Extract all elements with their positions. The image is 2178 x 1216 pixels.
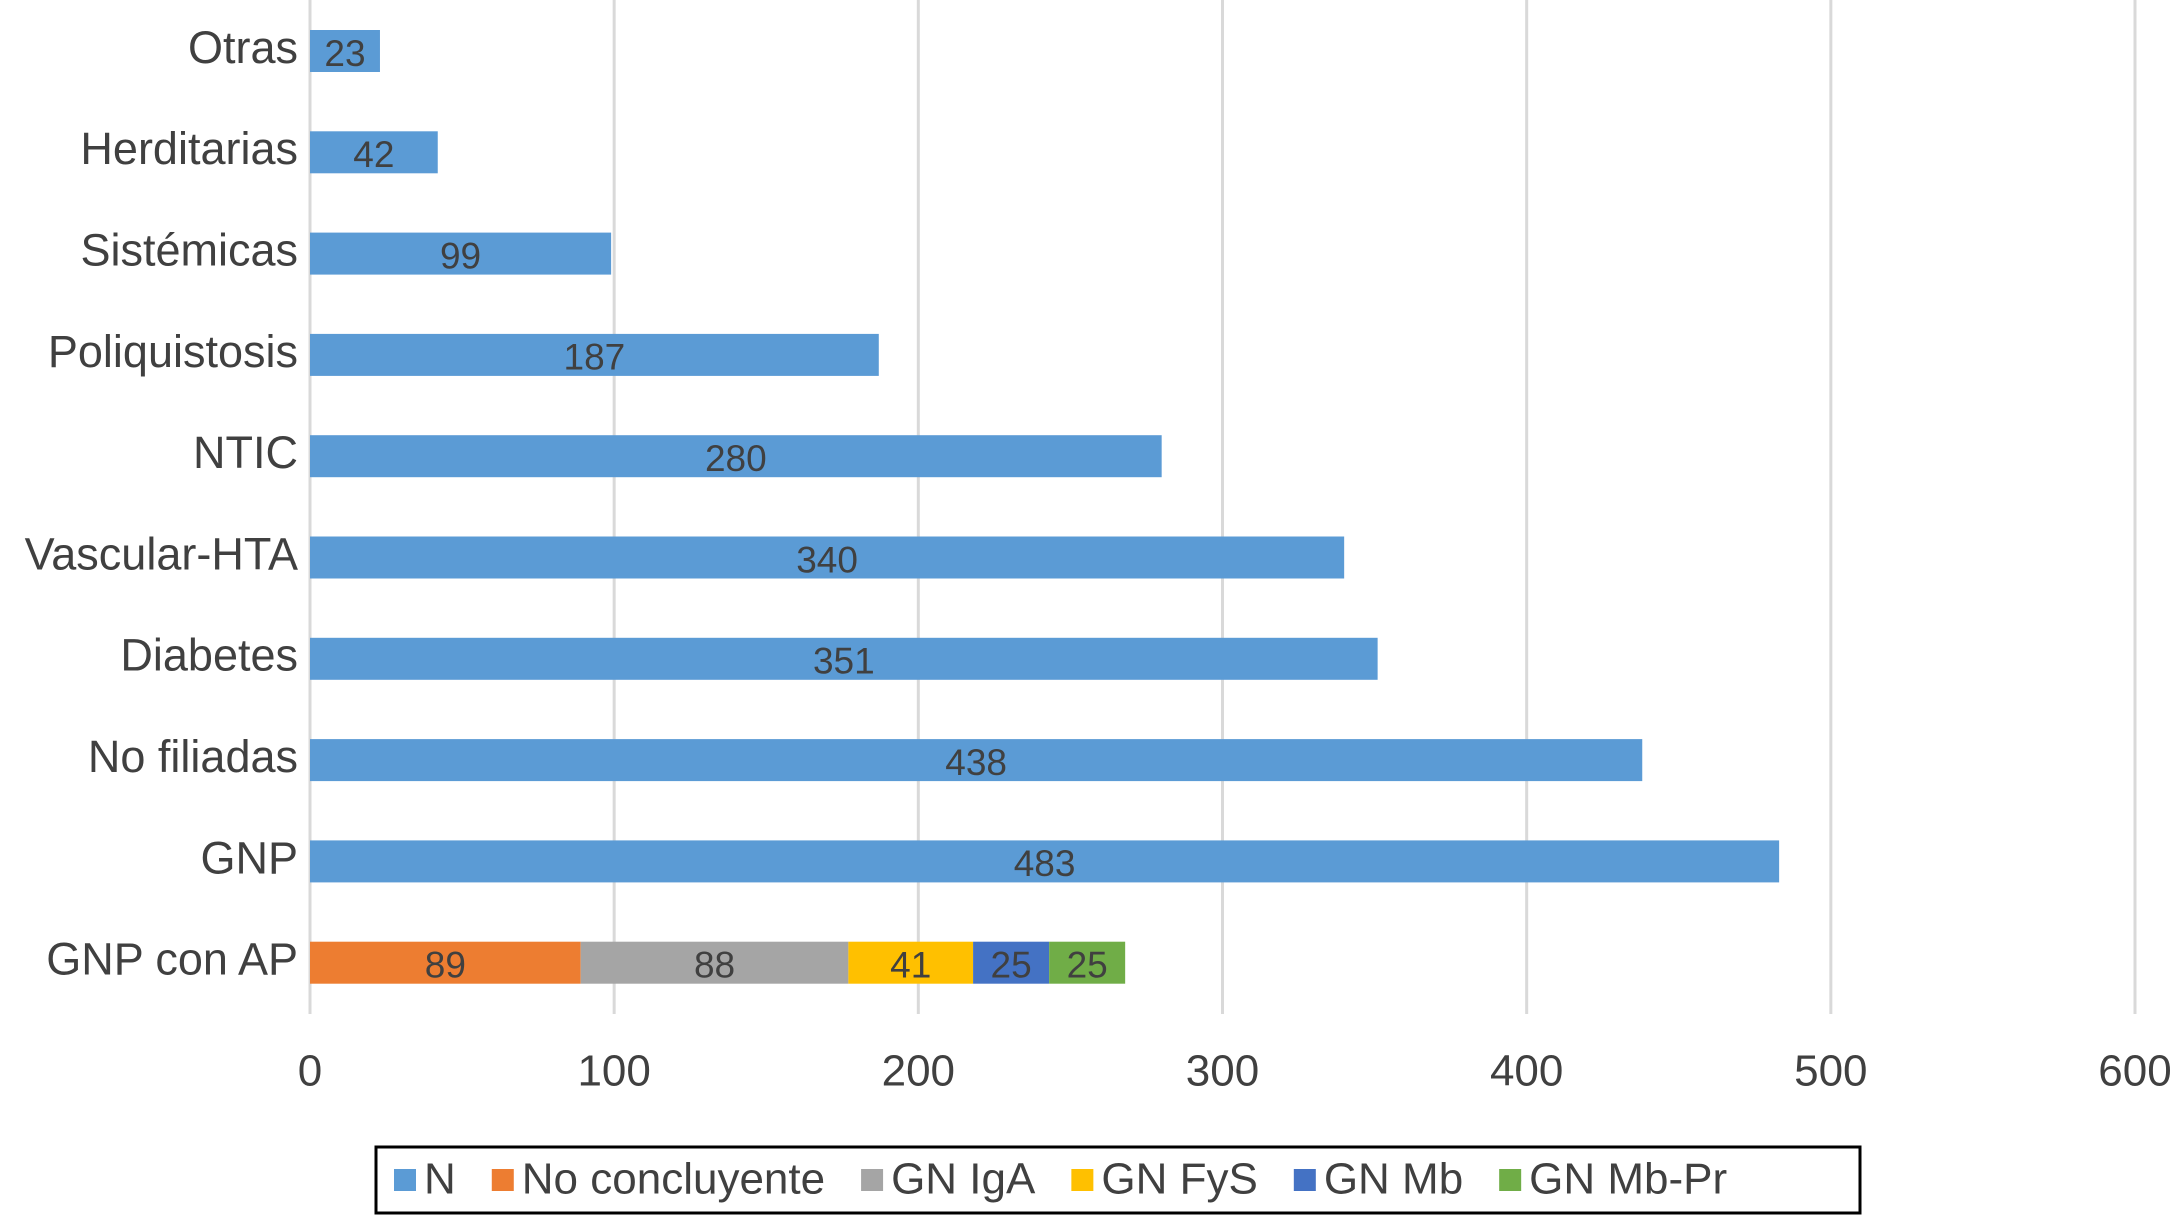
y-tick-label: NTIC — [193, 427, 298, 478]
legend-label: N — [424, 1155, 456, 1204]
y-tick-label: Vascular-HTA — [25, 528, 298, 579]
y-tick-label: Diabetes — [120, 630, 298, 681]
y-tick-label: Sistémicas — [80, 224, 298, 275]
y-tick-label: No filiadas — [88, 731, 298, 782]
y-tick-label: Otras — [188, 22, 298, 73]
legend-swatch — [1293, 1169, 1316, 1191]
legend-swatch — [1499, 1169, 1522, 1191]
bar-segment — [310, 840, 1780, 883]
bar-segment — [310, 536, 1345, 579]
bar-segment — [973, 941, 1050, 984]
bar-segment — [310, 333, 879, 376]
legend-label: GN IgA — [891, 1155, 1036, 1204]
data-label: 23 — [324, 33, 365, 74]
bar-segment — [310, 941, 581, 984]
y-tick-label: Poliquistosis — [48, 326, 298, 377]
bar-segment — [848, 941, 974, 984]
data-label: 25 — [991, 944, 1032, 985]
bar-segment — [310, 131, 438, 174]
x-tick-label: 100 — [577, 1047, 650, 1096]
bar-segment — [310, 232, 612, 275]
data-label: 41 — [890, 944, 931, 985]
x-tick-label: 200 — [882, 1047, 955, 1096]
y-tick-label: Herditarias — [80, 123, 298, 174]
x-tick-label: 600 — [2098, 1047, 2171, 1096]
bar-segment — [310, 637, 1378, 680]
data-label: 25 — [1067, 944, 1108, 985]
data-label: 89 — [425, 944, 466, 985]
legend-label: No concluyente — [522, 1155, 825, 1204]
data-label: 187 — [564, 337, 626, 378]
y-tick-label: GNP — [200, 832, 298, 883]
legend-label: GN Mb — [1324, 1155, 1463, 1204]
y-tick-label: GNP con AP — [46, 934, 298, 985]
x-tick-label: 500 — [1794, 1047, 1867, 1096]
x-tick-label: 0 — [298, 1047, 322, 1096]
bar-segment — [310, 435, 1162, 478]
data-label: 280 — [705, 438, 767, 479]
data-label: 42 — [353, 134, 394, 175]
data-label: 438 — [945, 742, 1007, 783]
bar-segment — [310, 739, 1643, 782]
x-tick-label: 300 — [1186, 1047, 1259, 1096]
legend-swatch — [861, 1169, 884, 1191]
data-label: 483 — [1014, 843, 1076, 884]
data-label: 99 — [440, 235, 481, 276]
legend-label: GN FyS — [1101, 1155, 1257, 1204]
x-tick-label: 400 — [1490, 1047, 1563, 1096]
bar-segment — [310, 30, 380, 72]
legend-swatch — [491, 1169, 514, 1191]
legend-label: GN Mb-Pr — [1529, 1155, 1727, 1204]
bar-segment — [580, 941, 849, 984]
legend-swatch — [394, 1169, 416, 1191]
legend-swatch — [1071, 1169, 1094, 1191]
bar-segment — [1049, 941, 1126, 984]
legend-box — [374, 1145, 1862, 1215]
data-label: 88 — [694, 944, 735, 985]
data-label: 351 — [813, 641, 875, 682]
data-label: 340 — [796, 539, 858, 580]
